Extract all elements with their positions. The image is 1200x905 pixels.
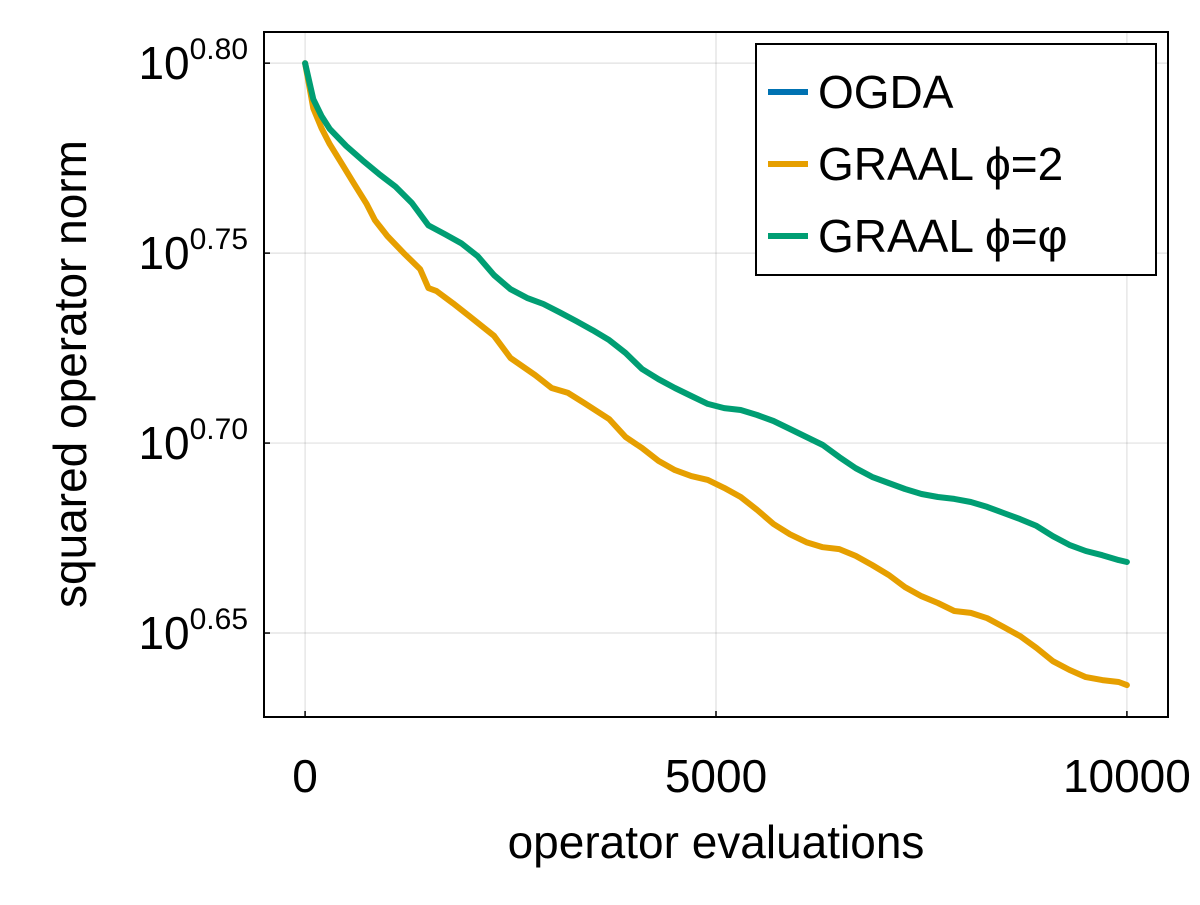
y-tick-label: 100.65 bbox=[138, 603, 248, 659]
y-tick-exponent: 0.80 bbox=[190, 33, 248, 66]
y-tick-label: 100.70 bbox=[138, 413, 248, 469]
legend-label: OGDA bbox=[818, 66, 954, 118]
y-tick-base: 10 bbox=[138, 37, 189, 89]
series-line-3 bbox=[302, 60, 1130, 565]
legend: OGDA GRAAL ϕ=2 GRAAL ϕ=φ bbox=[755, 43, 1157, 276]
series-lines bbox=[302, 60, 1130, 689]
y-tick-base: 10 bbox=[138, 417, 189, 469]
y-tick-label: 100.80 bbox=[138, 33, 248, 89]
y-tick-label: 100.75 bbox=[138, 223, 248, 279]
x-tick-label: 10000 bbox=[1063, 750, 1191, 802]
y-tick-exponent: 0.70 bbox=[190, 413, 248, 446]
y-tick-exponent: 0.75 bbox=[190, 223, 248, 256]
legend-label: GRAAL ϕ=φ bbox=[818, 210, 1067, 262]
y-axis-title: squared operator norm bbox=[44, 140, 96, 608]
x-axis-title: operator evaluations bbox=[508, 816, 925, 868]
y-tick-base: 10 bbox=[138, 227, 189, 279]
y-tick-exponent: 0.65 bbox=[190, 603, 248, 636]
legend-box bbox=[755, 43, 1157, 276]
legend-label: GRAAL ϕ=2 bbox=[818, 138, 1063, 190]
x-tick-label: 0 bbox=[292, 750, 318, 802]
series-line-2 bbox=[302, 60, 1130, 689]
x-tick-label: 5000 bbox=[665, 750, 767, 802]
y-tick-base: 10 bbox=[138, 607, 189, 659]
